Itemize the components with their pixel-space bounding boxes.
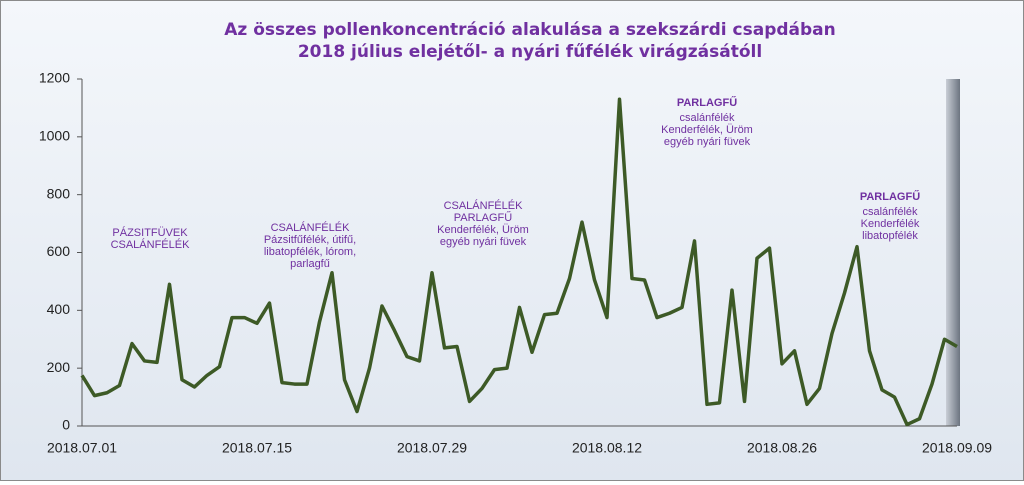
y-tick-label: 0	[62, 417, 70, 433]
annotation: libatopfélék	[862, 230, 918, 242]
y-tick-label: 800	[47, 185, 71, 201]
y-tick-label: 1000	[39, 128, 70, 144]
annotation: CSALÁNFÉLÉK	[111, 238, 191, 251]
annotation: egyéb nyári füvek	[440, 236, 527, 248]
annotation: PARLAGFŰ	[677, 96, 737, 109]
annotation: PÁZSITFÜVEK	[112, 226, 188, 239]
y-tick-label: 400	[47, 301, 71, 317]
annotation: parlagfű	[290, 258, 330, 270]
x-tick-label: 2018.08.26	[747, 440, 817, 456]
chart-title: Az összes pollenkoncentráció alakulása a…	[224, 20, 836, 40]
annotation: csalánfélék	[679, 112, 735, 124]
annotation: Kenderfélék, Üröm	[661, 124, 753, 136]
annotation: PARLAGFŰ	[860, 190, 920, 203]
annotation: CSALÁNFÉLÉK	[444, 199, 524, 212]
x-tick-label: 2018.07.01	[47, 440, 117, 456]
annotation: Pázsitfűfélék, útifű,	[264, 234, 356, 246]
annotation: Kenderfélék	[861, 218, 920, 230]
y-tick-label: 600	[47, 243, 71, 259]
x-tick-label: 2018.07.15	[222, 440, 292, 456]
series-line	[80, 97, 958, 427]
plot-shadow	[946, 79, 960, 426]
y-tick-label: 1200	[39, 70, 70, 86]
annotation: libatopfélék, lórom,	[264, 246, 356, 258]
x-tick-label: 2018.07.29	[397, 440, 467, 456]
y-tick-label: 200	[47, 359, 71, 375]
annotation: egyéb nyári füvek	[664, 136, 751, 148]
x-tick-label: 2018.08.12	[572, 440, 642, 456]
annotation: CSALÁNFÉLÉK	[271, 221, 351, 234]
annotation: PARLAGFŰ	[454, 210, 513, 224]
x-tick-label: 2018.09.09	[922, 440, 992, 456]
annotation: Kenderfélék, Üröm	[437, 224, 529, 236]
chart-title: 2018 július elejétől- a nyári fűfélék vi…	[298, 42, 762, 62]
annotation: csalánfélék	[862, 206, 918, 218]
